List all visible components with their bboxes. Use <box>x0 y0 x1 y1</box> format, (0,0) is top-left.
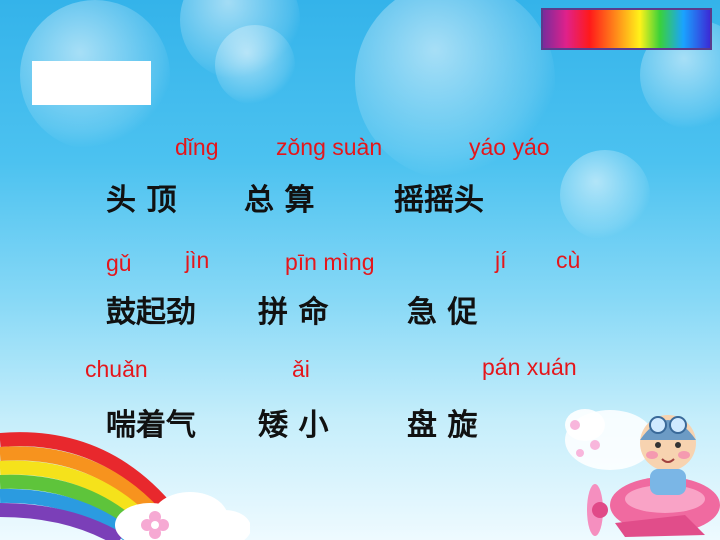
pinyin-pan-xuan: pán xuán <box>482 354 577 380</box>
pinyin-zong-suan: zǒng suàn <box>276 134 383 160</box>
sky-bubble <box>215 25 295 105</box>
word-panxuan: 盘 旋 <box>407 408 478 443</box>
pinyin-yao-yao: yáo yáo <box>469 134 550 160</box>
title-placeholder-box <box>32 61 151 105</box>
word-touding: 头 顶 <box>106 183 177 218</box>
sky-bubble <box>355 0 555 180</box>
pinyin-cu: cù <box>556 247 581 273</box>
pinyin-jin: jìn <box>185 247 210 273</box>
word-yaoyaotou: 摇摇头 <box>394 183 484 218</box>
word-jicu: 急 促 <box>407 295 478 330</box>
pinyin-pin-ming: pīn mìng <box>285 249 375 275</box>
cartoon-pilot-plane-icon <box>565 409 720 537</box>
pinyin-ai: ǎi <box>292 356 310 382</box>
word-zongsuan: 总 算 <box>244 183 315 218</box>
rainbow-bar-icon <box>541 8 712 50</box>
flower-icon <box>141 511 169 539</box>
cloud-icon <box>115 492 250 540</box>
word-pinming: 拼 命 <box>258 295 329 330</box>
pinyin-ding: dǐng <box>175 134 219 160</box>
sky-bubble <box>560 150 650 240</box>
pinyin-gu: gǔ <box>106 250 132 276</box>
word-aixiao: 矮 小 <box>258 408 329 443</box>
pinyin-ji: jí <box>495 247 507 273</box>
word-guqijin: 鼓起劲 <box>106 295 196 330</box>
word-chuanzheqi: 喘着气 <box>106 408 196 443</box>
pinyin-chuan: chuǎn <box>85 356 148 382</box>
